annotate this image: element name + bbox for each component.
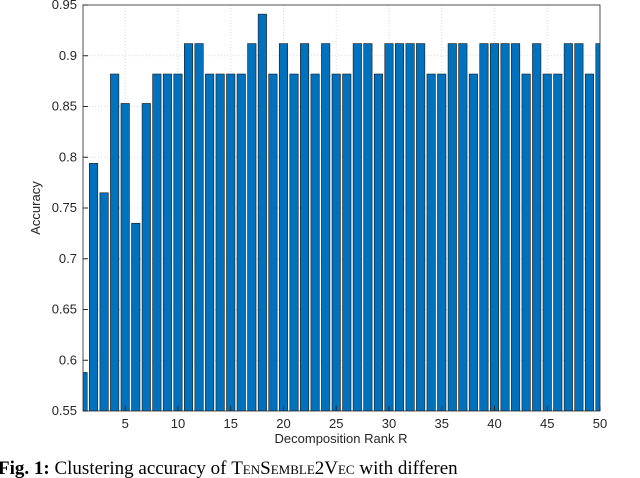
y-tick-label: 0.8 [59, 149, 77, 164]
bar [152, 73, 162, 411]
bar [511, 43, 521, 411]
bar [500, 43, 510, 411]
bar [352, 43, 362, 411]
bar [479, 43, 489, 411]
y-tick-label: 0.85 [52, 99, 77, 114]
bar [268, 73, 278, 411]
caption-text: with differen [359, 458, 458, 478]
bar [236, 73, 246, 411]
x-tick-label: 10 [171, 416, 185, 431]
x-tick-label: 50 [593, 416, 607, 431]
bar [194, 43, 204, 411]
bar [89, 163, 99, 411]
bar [162, 73, 172, 411]
bar [215, 73, 225, 411]
caption: Fig. 1: Clustering accuracy of TenSemble… [0, 458, 458, 478]
bar [278, 43, 288, 411]
y-tick-label: 0.7 [59, 251, 77, 266]
x-tick-label: 25 [329, 416, 343, 431]
bar [384, 43, 394, 411]
x-tick-label: 5 [122, 416, 129, 431]
bar [247, 43, 257, 411]
caption-name: TenSemble2Vec [231, 458, 354, 478]
bar [131, 222, 141, 411]
x-tick-label: 40 [487, 416, 501, 431]
bar [99, 192, 109, 411]
bar [563, 43, 573, 411]
x-tick-label: 15 [223, 416, 237, 431]
bar [405, 43, 415, 411]
bar [310, 73, 320, 411]
bar [226, 73, 236, 411]
bar [437, 73, 447, 411]
bar [141, 103, 151, 411]
y-tick-label: 0.9 [59, 48, 77, 63]
bar [321, 43, 331, 411]
bar [300, 43, 310, 411]
y-tick-label: 0.65 [52, 302, 77, 317]
bar [257, 13, 267, 411]
y-tick-label: 0.6 [59, 352, 77, 367]
y-axis-label: Accuracy [28, 181, 43, 235]
caption-label: Fig. 1: [0, 458, 50, 478]
bar [521, 73, 531, 411]
bar [331, 73, 341, 411]
bar [110, 73, 120, 411]
x-tick-label: 20 [276, 416, 290, 431]
bar [363, 43, 373, 411]
bar [173, 73, 183, 411]
x-tick-label: 35 [435, 416, 449, 431]
bar [342, 73, 352, 411]
bar [373, 73, 383, 411]
bar [584, 73, 594, 411]
bar [458, 43, 468, 411]
bar [395, 43, 405, 411]
bar [532, 43, 542, 411]
bar [120, 103, 130, 411]
bar [595, 43, 600, 411]
bar [553, 73, 563, 411]
x-tick-label: 30 [382, 416, 396, 431]
y-tick-label: 0.55 [52, 403, 77, 418]
bar [426, 73, 436, 411]
bar [489, 43, 500, 411]
bar [542, 73, 552, 411]
x-tick-label: 45 [540, 416, 554, 431]
x-axis-label: Decomposition Rank R [275, 431, 408, 446]
y-tick-label: 0.95 [52, 0, 77, 12]
bar [574, 43, 584, 411]
bar [205, 73, 215, 411]
bar [289, 73, 299, 411]
y-tick-label: 0.75 [52, 200, 77, 215]
bar [468, 73, 478, 411]
plot-area [83, 5, 600, 411]
bar [416, 43, 426, 411]
bar [447, 43, 457, 411]
bar [183, 43, 194, 411]
caption-text: Clustering accuracy of [54, 458, 227, 478]
